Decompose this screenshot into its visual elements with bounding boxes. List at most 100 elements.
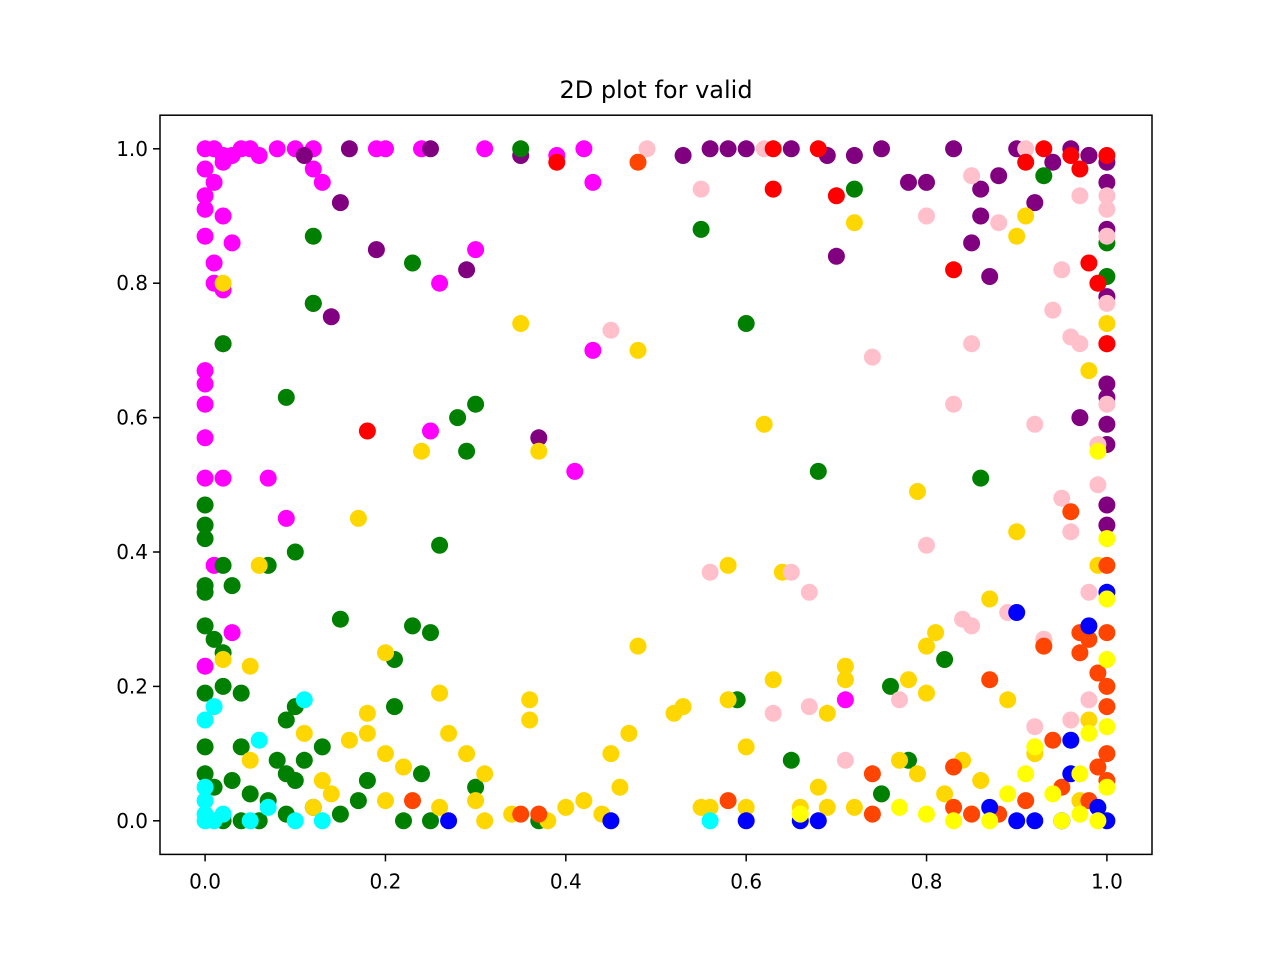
- scatter-point: [692, 180, 710, 198]
- scatter-point: [611, 778, 629, 796]
- scatter-point: [295, 147, 313, 164]
- scatter-point: [1098, 187, 1116, 205]
- scatter-point: [945, 395, 963, 413]
- scatter-point: [223, 234, 241, 252]
- scatter-point: [340, 731, 358, 749]
- scatter-point: [476, 812, 494, 830]
- x-tick-label: 0.8: [911, 869, 943, 893]
- scatter-point: [413, 442, 430, 460]
- scatter-point: [458, 442, 476, 460]
- scatter-point: [358, 724, 376, 742]
- scatter-point: [223, 577, 241, 595]
- scatter-point: [1080, 724, 1098, 742]
- scatter-point: [1062, 503, 1080, 521]
- scatter-point: [629, 341, 647, 359]
- scatter-point: [557, 798, 575, 816]
- scatter-point: [232, 684, 250, 702]
- scatter-point: [629, 153, 647, 171]
- scatter-point: [873, 785, 890, 803]
- scatter-point: [692, 220, 710, 238]
- scatter-point: [340, 140, 358, 158]
- scatter-point: [1098, 778, 1116, 796]
- scatter-point: [863, 765, 881, 783]
- scatter-point: [836, 691, 854, 709]
- scatter-point: [999, 785, 1017, 803]
- scatter-point: [431, 798, 449, 816]
- scatter-point: [304, 160, 322, 178]
- scatter-point: [1008, 604, 1026, 621]
- scatter-point: [1080, 617, 1098, 635]
- scatter-point: [845, 147, 863, 164]
- scatter-point: [809, 462, 827, 480]
- scatter-point: [196, 778, 214, 796]
- scatter-point: [1062, 731, 1080, 749]
- scatter-point: [422, 140, 439, 158]
- scatter-point: [701, 812, 719, 830]
- scatter-point: [845, 798, 863, 816]
- scatter-point: [196, 738, 214, 756]
- scatter-point: [1008, 227, 1026, 245]
- scatter-point: [1071, 160, 1089, 178]
- scatter-point: [196, 792, 214, 810]
- scatter-point: [990, 214, 1008, 232]
- scatter-point: [1098, 590, 1116, 608]
- scatter-point: [963, 167, 981, 185]
- scatter-point: [349, 792, 367, 810]
- scatter-point: [1098, 651, 1116, 668]
- scatter-point: [827, 187, 845, 205]
- scatter-point: [999, 691, 1017, 709]
- scatter-point: [764, 671, 782, 689]
- scatter-point: [918, 173, 935, 191]
- scatter-point: [1008, 812, 1026, 830]
- scatter-point: [548, 153, 566, 171]
- scatter-point: [1089, 476, 1107, 494]
- scatter-point: [1017, 153, 1035, 171]
- scatter-point: [836, 671, 854, 689]
- scatter-point: [431, 274, 449, 292]
- scatter-point: [584, 173, 602, 191]
- scatter-point: [620, 724, 638, 742]
- scatter-point: [214, 274, 232, 292]
- scatter-point: [845, 214, 863, 232]
- scatter-point: [827, 247, 845, 265]
- scatter-point: [981, 590, 999, 608]
- scatter-point: [1071, 765, 1089, 783]
- scatter-point: [918, 637, 935, 655]
- y-tick-label: 0.2: [116, 674, 148, 698]
- scatter-point: [377, 745, 394, 763]
- scatter-point: [1080, 691, 1098, 709]
- scatter-point: [936, 785, 954, 803]
- scatter-point: [972, 180, 990, 198]
- scatter-point: [1089, 758, 1107, 776]
- scatter-point: [737, 738, 755, 756]
- scatter-point: [205, 698, 223, 716]
- scatter-point: [295, 751, 313, 769]
- scatter-point: [1044, 301, 1062, 319]
- scatter-point: [1053, 489, 1071, 507]
- scatter-point: [196, 227, 214, 245]
- scatter-point: [286, 543, 304, 561]
- scatter-point: [1098, 624, 1116, 642]
- scatter-point: [1098, 395, 1116, 413]
- scatter-point: [782, 563, 800, 581]
- scatter-point: [918, 805, 935, 823]
- scatter-point: [1035, 140, 1053, 158]
- scatter-point: [196, 684, 214, 702]
- scatter-point: [809, 812, 827, 830]
- scatter-point: [205, 630, 223, 648]
- scatter-point: [395, 812, 412, 830]
- scatter-point: [764, 180, 782, 198]
- scatter-point: [945, 812, 963, 830]
- scatter-point: [1098, 173, 1116, 191]
- scatter-point: [936, 651, 954, 668]
- scatter-point: [602, 321, 620, 339]
- scatter-point: [440, 724, 458, 742]
- scatter-point: [809, 778, 827, 796]
- x-tick-label: 1.0: [1091, 869, 1123, 893]
- scatter-point: [963, 234, 981, 252]
- scatter-point: [431, 684, 449, 702]
- scatter-point: [404, 792, 421, 810]
- scatter-point: [214, 469, 232, 487]
- scatter-point: [295, 691, 313, 709]
- scatter-point: [1098, 718, 1116, 736]
